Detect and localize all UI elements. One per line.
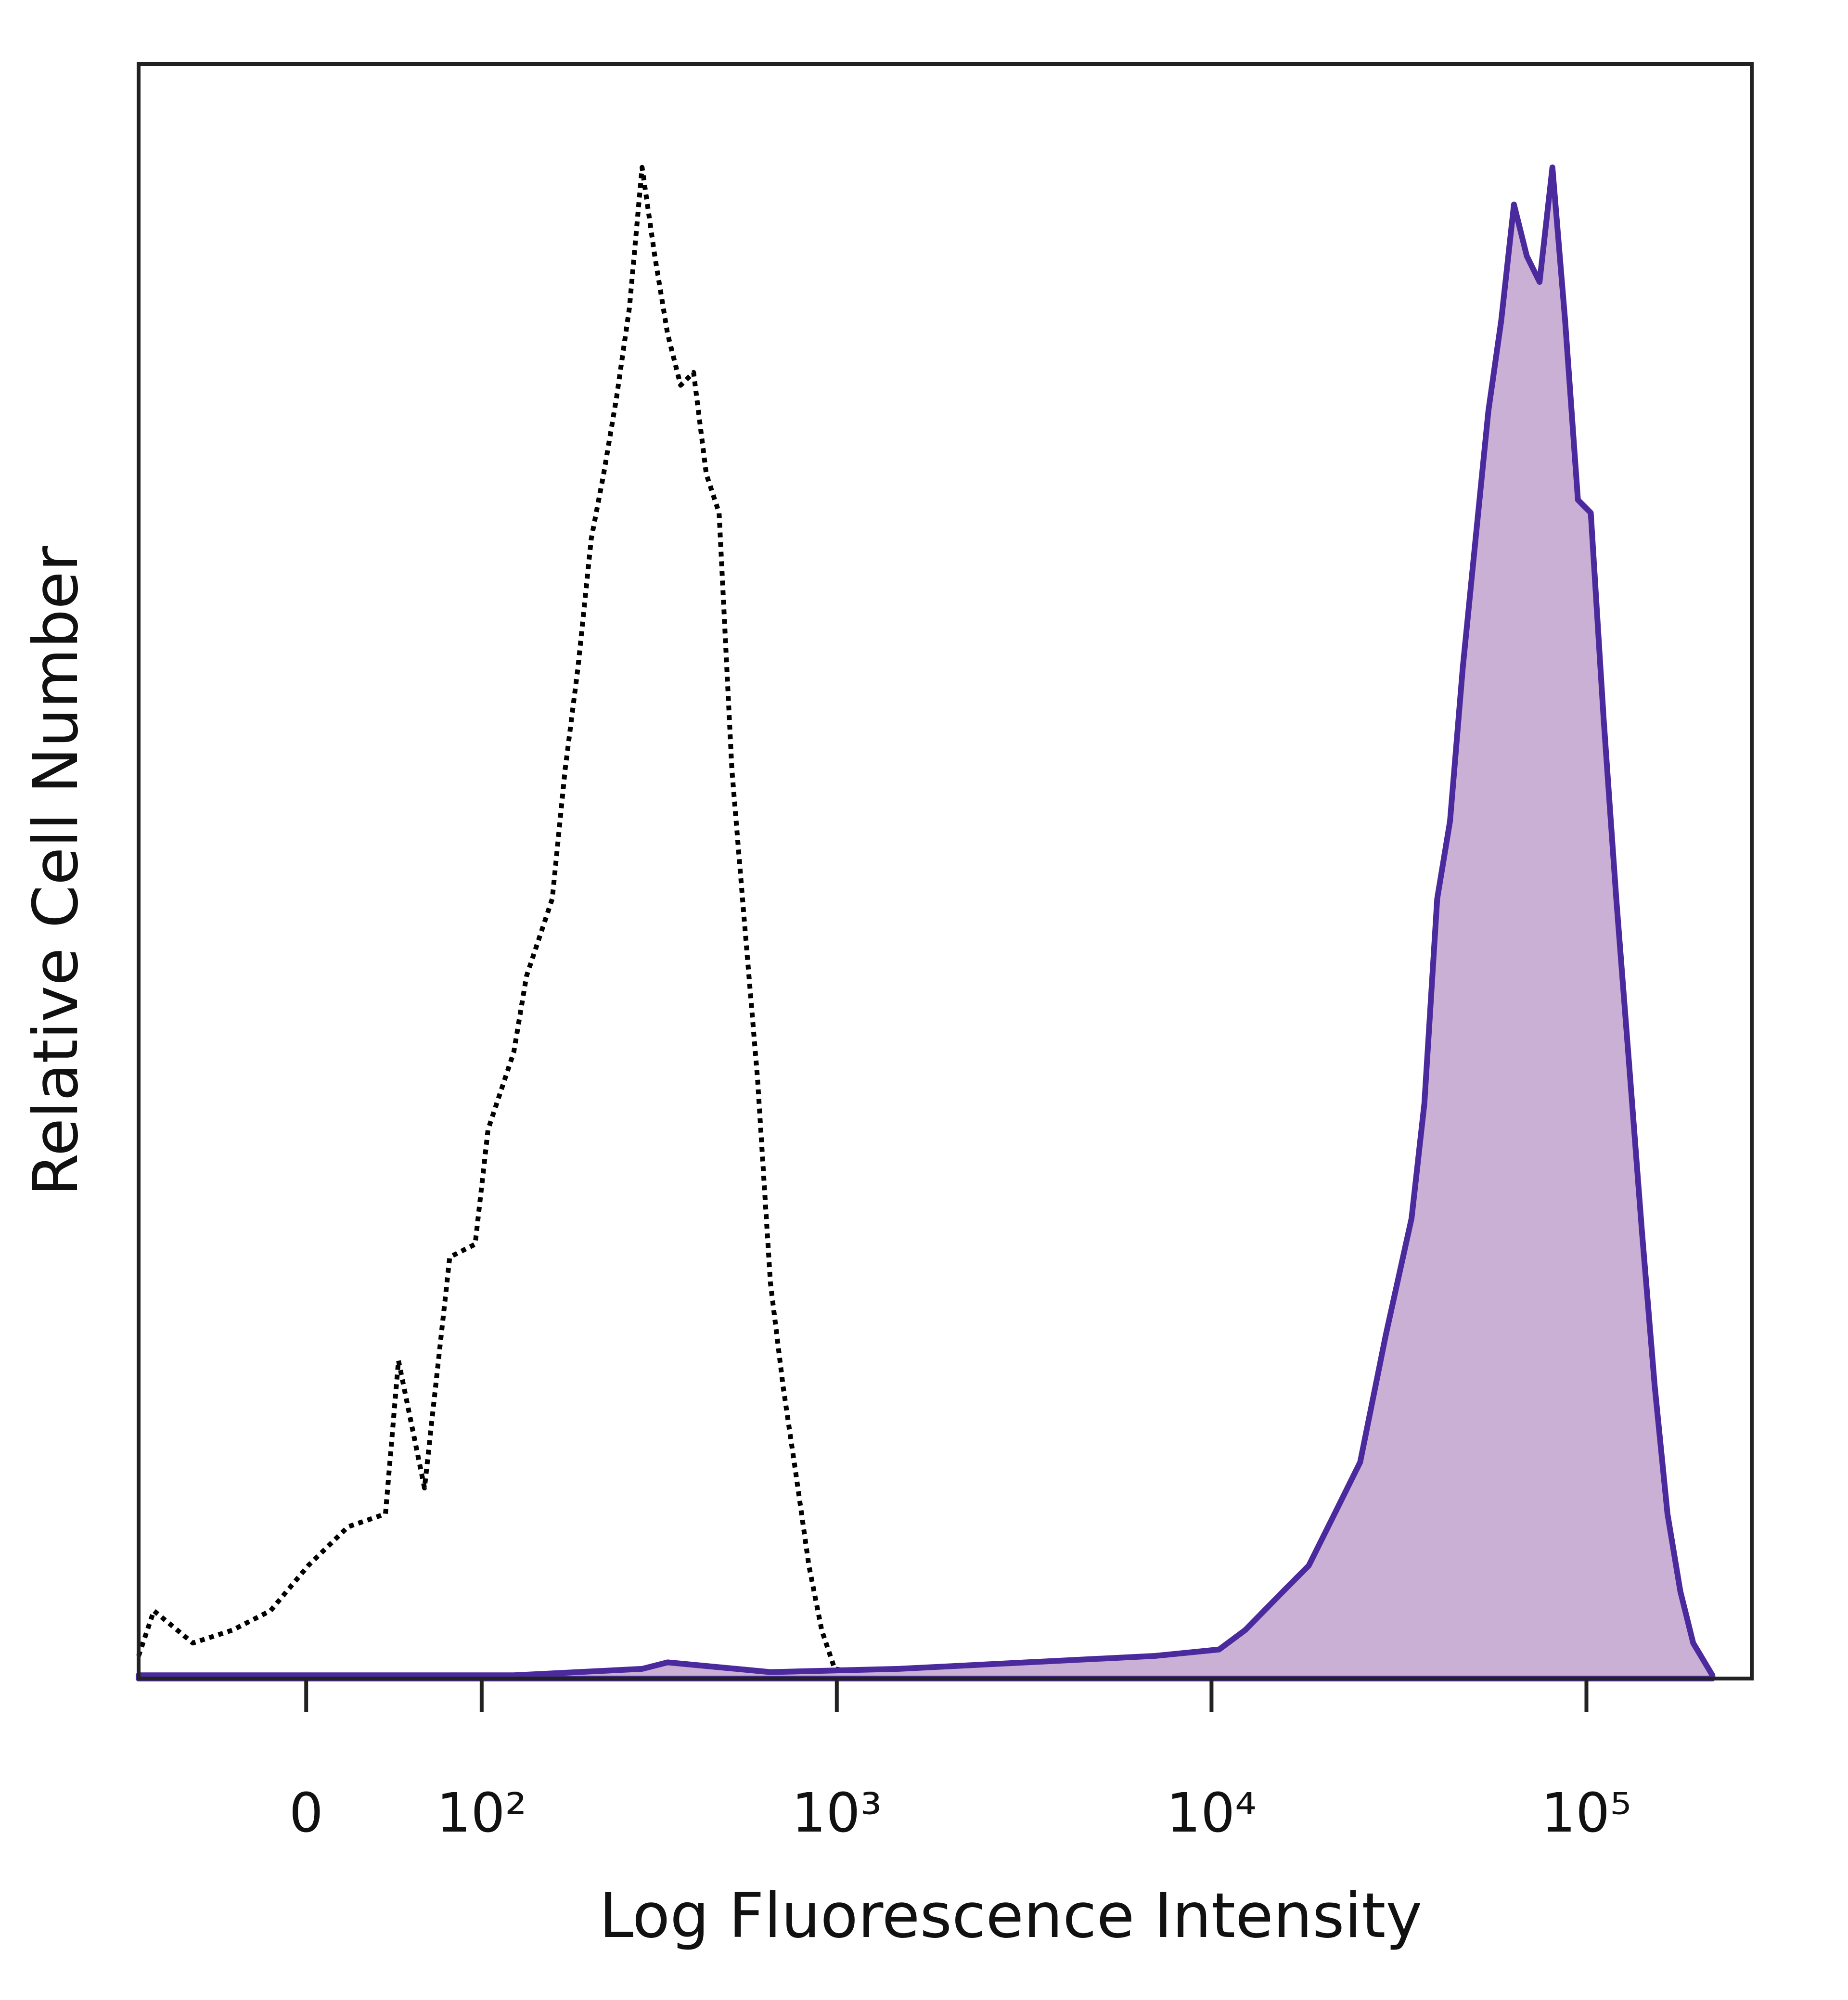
- x-tick-label: 10²: [436, 1782, 526, 1845]
- x-tick-label: 10⁴: [1167, 1782, 1257, 1845]
- histogram-area: [136, 164, 1716, 1681]
- x-tick-label: 10³: [792, 1782, 882, 1845]
- x-axis-label: Log Fluorescence Intensity: [599, 1880, 1422, 1952]
- x-tick-label: 10⁵: [1541, 1782, 1631, 1845]
- plot-frame: [137, 62, 1754, 1680]
- plot-area: [136, 164, 1716, 1681]
- histogram-line: [136, 165, 873, 1678]
- x-tick-label: 0: [289, 1782, 323, 1845]
- y-axis-label: Relative Cell Number: [20, 546, 92, 1196]
